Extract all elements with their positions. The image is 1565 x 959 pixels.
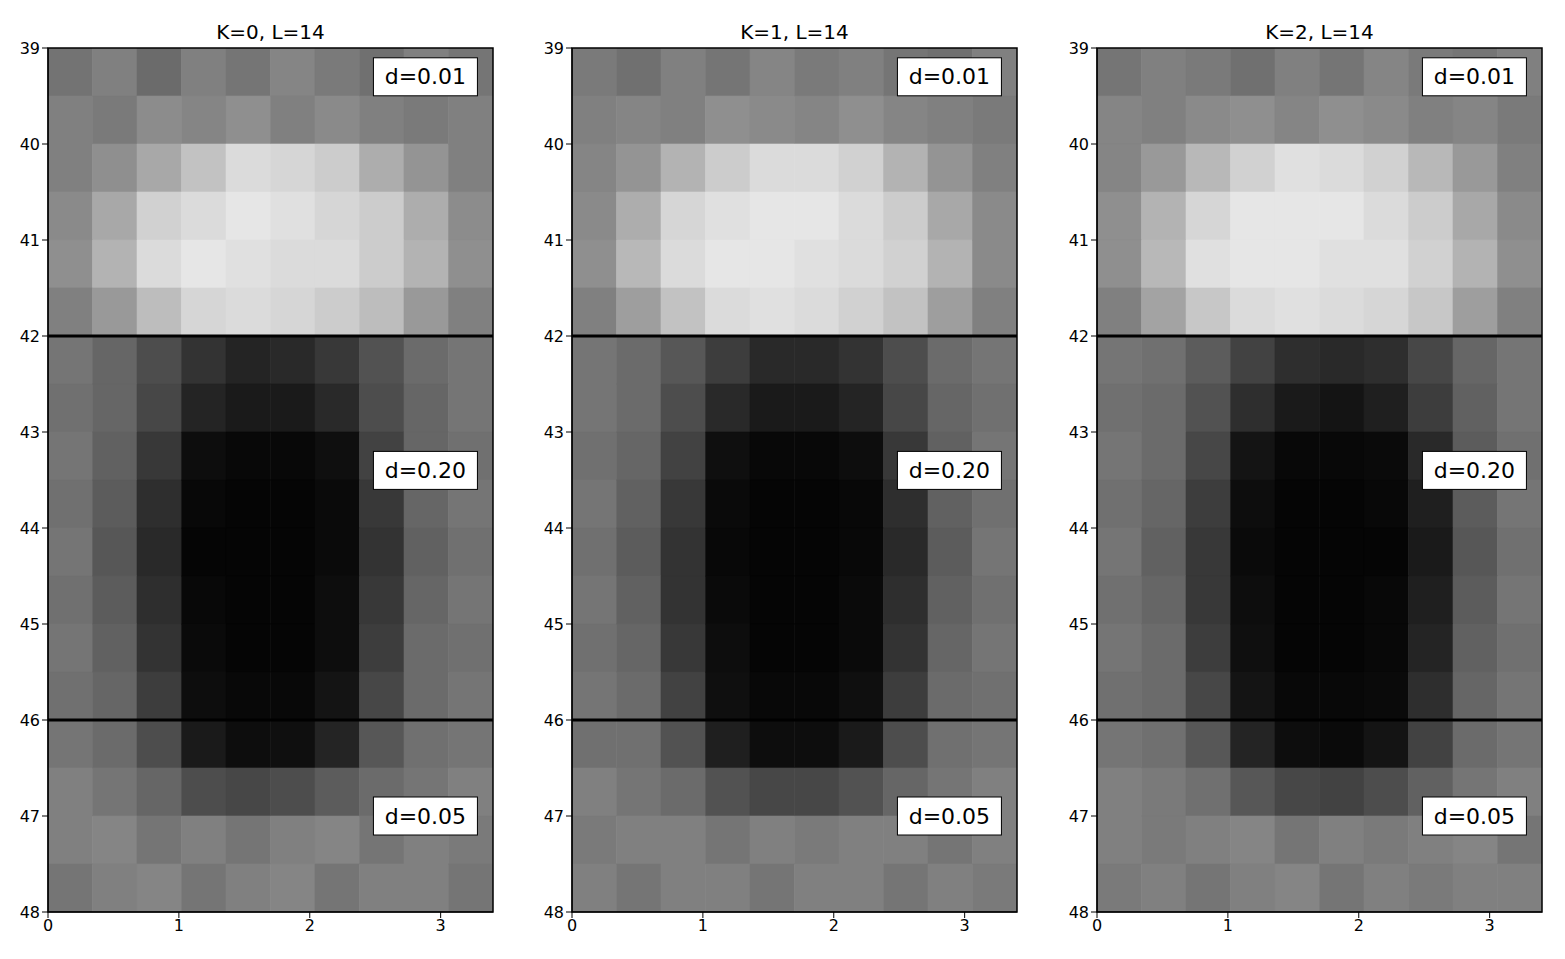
svg-text:d=0.05: d=0.05 xyxy=(385,804,466,829)
svg-text:d=0.01: d=0.01 xyxy=(1434,64,1515,89)
svg-text:45: 45 xyxy=(1069,615,1089,634)
svg-text:44: 44 xyxy=(1069,519,1089,538)
html-text:K=2, L=14: K=2, L=14 xyxy=(1265,20,1374,44)
svg-text:46: 46 xyxy=(544,711,564,730)
svg-text:d=0.20: d=0.20 xyxy=(385,458,466,483)
svg-text:d=0.05: d=0.05 xyxy=(1434,804,1515,829)
svg-text:1: 1 xyxy=(698,916,708,935)
svg-text:42: 42 xyxy=(544,327,564,346)
svg-text:0: 0 xyxy=(567,916,577,935)
svg-text:d=0.01: d=0.01 xyxy=(909,64,990,89)
svg-text:45: 45 xyxy=(544,615,564,634)
svg-text:2: 2 xyxy=(305,916,315,935)
svg-text:2: 2 xyxy=(829,916,839,935)
svg-text:42: 42 xyxy=(20,327,40,346)
svg-text:40: 40 xyxy=(20,135,40,154)
svg-text:39: 39 xyxy=(544,39,564,58)
svg-text:1: 1 xyxy=(1223,916,1233,935)
svg-text:47: 47 xyxy=(20,807,40,826)
svg-text:1: 1 xyxy=(174,916,184,935)
svg-text:d=0.20: d=0.20 xyxy=(1434,458,1515,483)
svg-text:46: 46 xyxy=(1069,711,1089,730)
svg-text:d=0.20: d=0.20 xyxy=(909,458,990,483)
svg-text:48: 48 xyxy=(1069,903,1089,922)
svg-text:40: 40 xyxy=(1069,135,1089,154)
svg-text:3: 3 xyxy=(960,916,970,935)
svg-text:39: 39 xyxy=(1069,39,1089,58)
svg-text:42: 42 xyxy=(1069,327,1089,346)
svg-text:47: 47 xyxy=(544,807,564,826)
html-text:K=1, L=14: K=1, L=14 xyxy=(740,20,849,44)
svg-text:3: 3 xyxy=(1485,916,1495,935)
svg-text:d=0.05: d=0.05 xyxy=(909,804,990,829)
svg-text:43: 43 xyxy=(20,423,40,442)
svg-text:41: 41 xyxy=(1069,231,1089,250)
svg-text:45: 45 xyxy=(20,615,40,634)
svg-text:48: 48 xyxy=(20,903,40,922)
svg-text:0: 0 xyxy=(1092,916,1102,935)
svg-text:39: 39 xyxy=(20,39,40,58)
svg-text:43: 43 xyxy=(544,423,564,442)
svg-text:41: 41 xyxy=(544,231,564,250)
svg-text:48: 48 xyxy=(544,903,564,922)
svg-text:d=0.01: d=0.01 xyxy=(385,64,466,89)
svg-text:2: 2 xyxy=(1354,916,1364,935)
svg-text:40: 40 xyxy=(544,135,564,154)
svg-text:43: 43 xyxy=(1069,423,1089,442)
svg-text:3: 3 xyxy=(436,916,446,935)
svg-text:44: 44 xyxy=(20,519,40,538)
svg-text:46: 46 xyxy=(20,711,40,730)
svg-text:41: 41 xyxy=(20,231,40,250)
svg-text:44: 44 xyxy=(544,519,564,538)
html-text:K=0, L=14: K=0, L=14 xyxy=(216,20,325,44)
svg-text:0: 0 xyxy=(43,916,53,935)
svg-text:47: 47 xyxy=(1069,807,1089,826)
